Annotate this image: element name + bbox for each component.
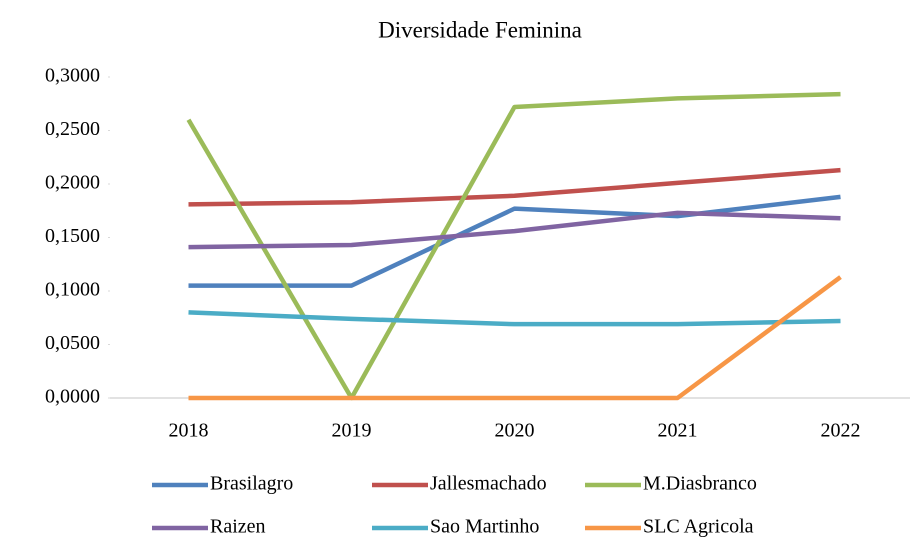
chart-title: Diversidade Feminina [378,17,582,42]
x-tick-label: 2019 [332,420,372,442]
legend-label: Raizen [210,516,266,538]
y-tick-label: 0,0000 [45,386,100,408]
series-line [188,210,841,250]
y-tick-label: 0,1500 [45,225,100,247]
series-line [188,194,841,288]
legend-label: SLC Agricola [643,516,754,538]
y-tick-label: 0,0500 [45,332,100,354]
legend-label: Brasilagro [210,473,293,495]
series-line [188,167,841,207]
x-tick-label: 2022 [821,420,861,442]
y-tick-label: 0,3000 [45,65,100,87]
x-tick-label: 2021 [658,420,698,442]
series-line [186,91,841,401]
y-tick-label: 0,2500 [45,118,100,140]
legend-label: Jallesmachado [430,473,547,495]
legend-label: Sao Martinho [430,516,539,538]
series-line [188,275,842,401]
x-tick-label: 2018 [169,420,209,442]
y-tick-label: 0,2000 [45,172,100,194]
x-tick-label: 2020 [495,420,535,442]
legend-label: M.Diasbranco [643,473,757,495]
series-line [188,310,841,327]
y-tick-label: 0,1000 [45,279,100,301]
